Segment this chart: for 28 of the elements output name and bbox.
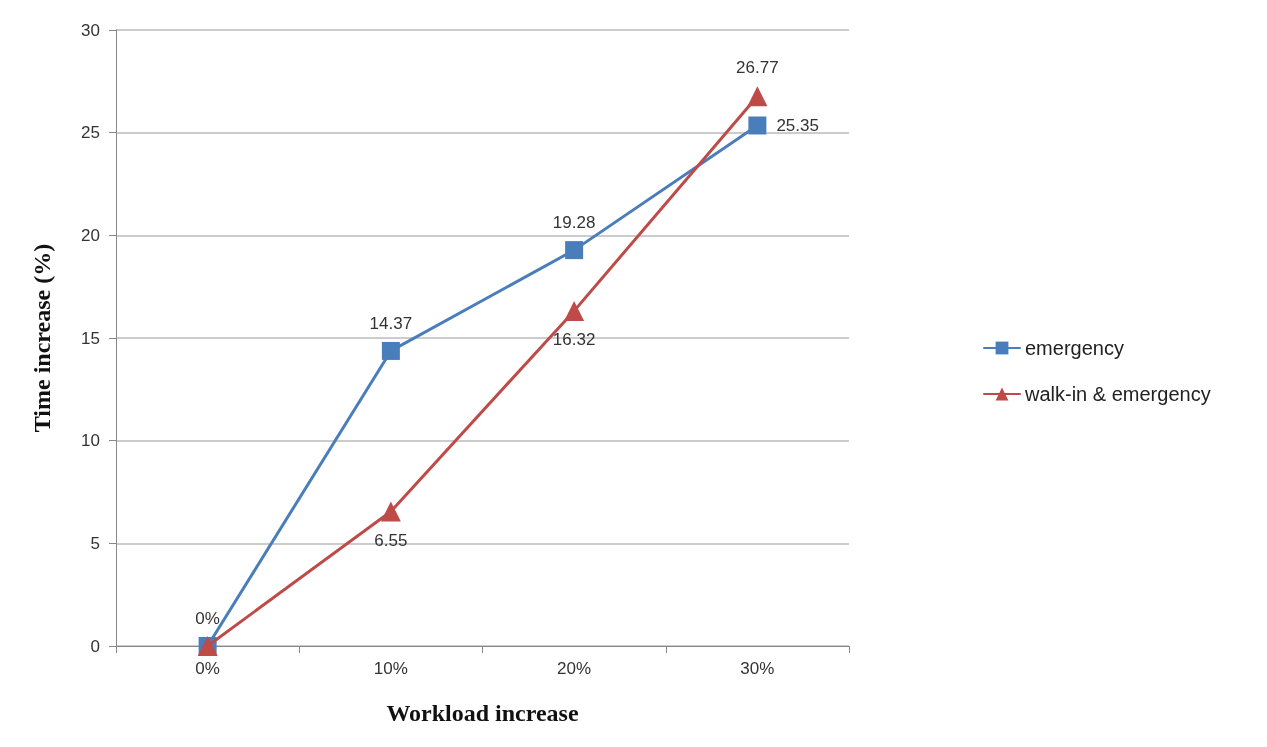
x-axis-title: Workload increase (386, 700, 579, 726)
y-tick-label: 25 (81, 123, 100, 143)
point (748, 116, 767, 135)
y-axis-title: Time increase (%) (29, 243, 55, 433)
x-tick-label: 30% (740, 659, 775, 678)
data-label: 19.28 (552, 213, 596, 233)
point (747, 86, 768, 107)
y-tick-label: 30 (81, 20, 100, 40)
y-tick-label: 5 (90, 533, 100, 553)
data-label: 16.32 (552, 329, 596, 349)
y-tick-label: 10 (81, 431, 100, 451)
y-tick-label: 15 (81, 328, 100, 348)
data-label: 0% (195, 609, 220, 628)
x-tick-label: 20% (557, 659, 592, 678)
x-tick-label: 0% (195, 659, 220, 678)
legend-label: emergency (1025, 337, 1124, 359)
point (565, 241, 584, 260)
y-tick-label: 20 (81, 225, 100, 245)
data-label: 14.37 (369, 313, 413, 333)
point (380, 501, 401, 522)
point (381, 341, 400, 360)
y-tick-label: 0 (90, 636, 100, 656)
data-label: 26.77 (736, 58, 779, 78)
data-label: 6.55 (374, 530, 408, 550)
legend-label: walk-in & emergency (1024, 383, 1211, 405)
point (564, 300, 585, 321)
data-label: 25.35 (776, 115, 819, 135)
x-tick-label: 10% (373, 659, 408, 678)
